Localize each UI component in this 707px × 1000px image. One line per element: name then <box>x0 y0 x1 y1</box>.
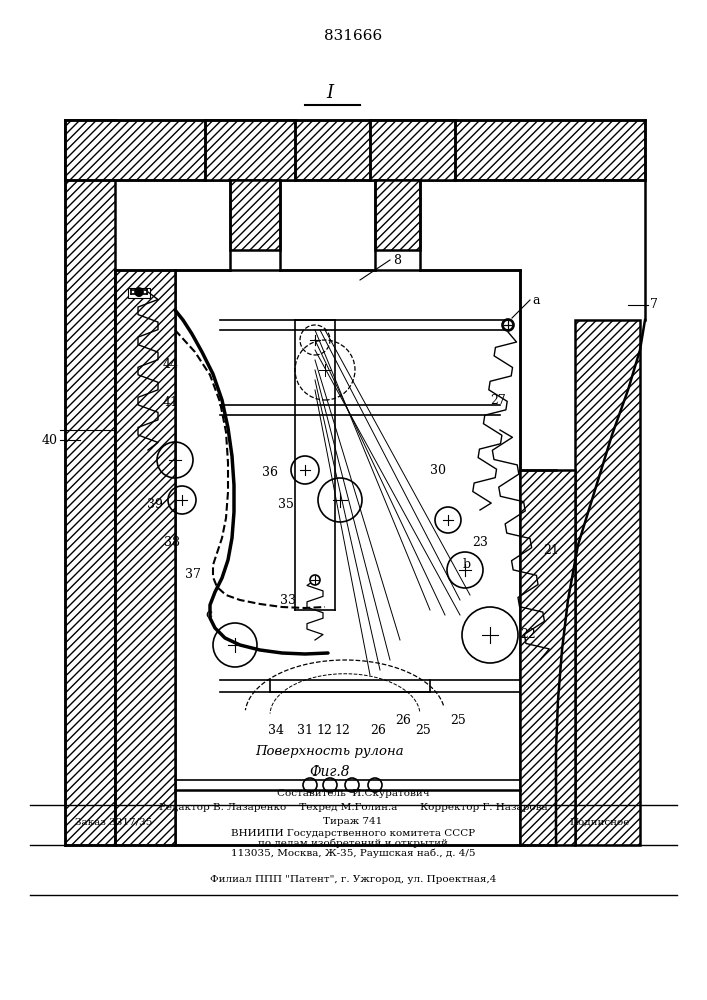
Text: Тираж 741: Тираж 741 <box>323 818 382 826</box>
Text: 831666: 831666 <box>324 29 382 43</box>
Circle shape <box>310 575 320 585</box>
Polygon shape <box>230 180 280 250</box>
Text: b: b <box>463 558 471 570</box>
Text: по делам изобретений и открытий: по делам изобретений и открытий <box>258 838 448 848</box>
Bar <box>128 288 150 298</box>
Text: 33: 33 <box>280 593 296 606</box>
Text: 25: 25 <box>415 724 431 736</box>
Bar <box>175 270 520 845</box>
Polygon shape <box>575 320 640 845</box>
Text: 23: 23 <box>472 536 488 548</box>
Text: 40: 40 <box>42 434 58 446</box>
Text: 113035, Москва, Ж-35, Раушская наб., д. 4/5: 113035, Москва, Ж-35, Раушская наб., д. … <box>230 848 475 858</box>
Text: 44: 44 <box>163 359 179 371</box>
Text: 26: 26 <box>395 714 411 726</box>
Text: I: I <box>327 84 334 102</box>
Text: Филиал ППП "Патент", г. Ужгород, ул. Проектная,4: Филиал ППП "Патент", г. Ужгород, ул. Про… <box>210 876 496 884</box>
Text: 41: 41 <box>163 395 179 408</box>
Text: 37: 37 <box>185 568 201 582</box>
Polygon shape <box>65 120 645 180</box>
Text: 8: 8 <box>393 253 401 266</box>
Text: 12: 12 <box>316 724 332 736</box>
Text: 27: 27 <box>490 393 506 406</box>
Text: 31: 31 <box>297 724 313 736</box>
Text: 21: 21 <box>543 544 559 556</box>
Text: 7: 7 <box>650 298 658 312</box>
Text: 39: 39 <box>147 498 163 512</box>
Text: ВНИИПИ Государственного комитета СССР: ВНИИПИ Государственного комитета СССР <box>231 828 475 838</box>
Text: 30: 30 <box>430 464 446 477</box>
Polygon shape <box>115 270 175 845</box>
Text: 34: 34 <box>268 724 284 736</box>
Circle shape <box>136 290 142 296</box>
Polygon shape <box>370 120 455 180</box>
Polygon shape <box>205 120 295 180</box>
Text: Подписное: Подписное <box>570 818 630 826</box>
Polygon shape <box>375 180 420 250</box>
Text: c: c <box>205 608 212 621</box>
Text: 35: 35 <box>278 498 294 512</box>
Polygon shape <box>65 120 115 845</box>
Text: Редактор В. Лазаренко    Техред М.Голин.а       Корректор Г. Назарова: Редактор В. Лазаренко Техред М.Голин.а К… <box>158 802 547 812</box>
Text: 22: 22 <box>520 629 536 642</box>
Text: 38: 38 <box>164 536 180 548</box>
Text: 26: 26 <box>370 724 386 736</box>
Text: Фиг.8: Фиг.8 <box>310 765 350 779</box>
Polygon shape <box>520 470 575 845</box>
Text: 25: 25 <box>450 714 466 726</box>
Text: 36: 36 <box>262 466 278 480</box>
Text: Заказ 3317/35: Заказ 3317/35 <box>75 818 153 826</box>
Text: Поверхность рулона: Поверхность рулона <box>256 746 404 758</box>
Text: a: a <box>532 294 539 306</box>
Text: 12: 12 <box>334 724 350 736</box>
Text: Составитель  И.Скуратович: Составитель И.Скуратович <box>276 788 429 798</box>
